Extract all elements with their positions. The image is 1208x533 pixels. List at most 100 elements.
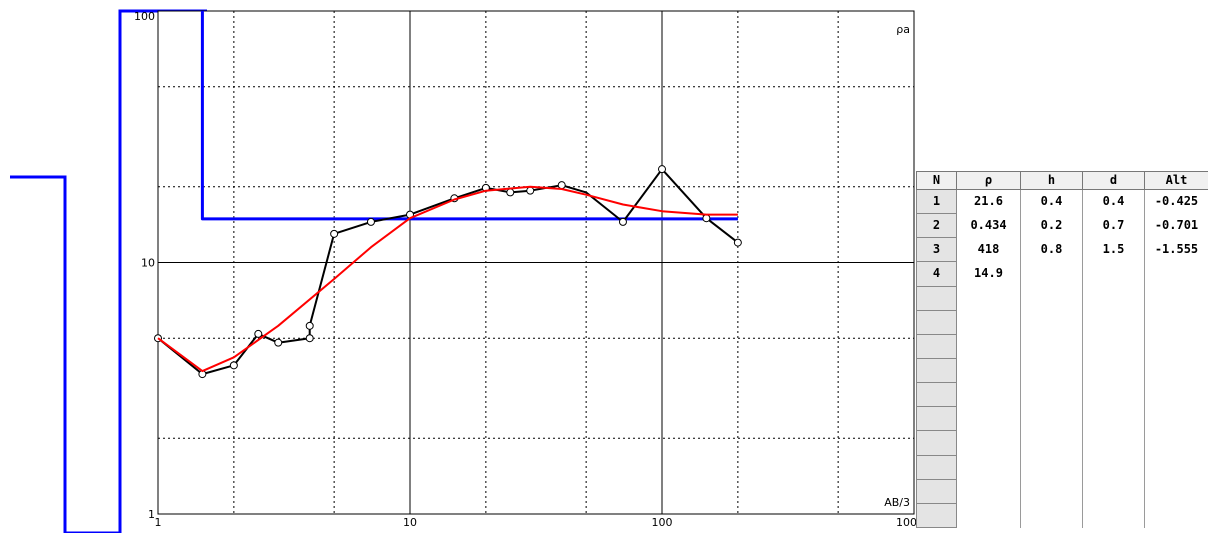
row-number-cell[interactable] xyxy=(916,285,957,311)
row-number-cell[interactable] xyxy=(916,382,957,408)
table-row-empty[interactable] xyxy=(916,309,1208,335)
table-cell[interactable] xyxy=(1082,286,1145,311)
table-row-empty[interactable] xyxy=(916,454,1208,480)
column-header-rho[interactable]: ρ xyxy=(956,171,1021,190)
column-header-d[interactable]: d xyxy=(1082,171,1145,190)
table-cell[interactable] xyxy=(956,479,1021,504)
table-cell[interactable] xyxy=(1082,479,1145,504)
table-cell[interactable] xyxy=(1144,479,1208,504)
column-header-n[interactable]: N xyxy=(916,171,957,190)
column-header-h[interactable]: h xyxy=(1020,171,1083,190)
table-cell[interactable] xyxy=(1144,382,1208,407)
x-tick-label: 10 xyxy=(403,516,417,529)
table-cell[interactable] xyxy=(956,358,1021,383)
row-number-cell[interactable]: 3 xyxy=(916,237,957,263)
observed-series xyxy=(154,165,742,379)
axis-labels: 1 10 100 1000 1 10 100 AB/3 ρa xyxy=(134,10,916,529)
row-number-cell[interactable]: 1 xyxy=(916,188,957,215)
table-row-empty[interactable] xyxy=(916,357,1208,384)
table-cell[interactable] xyxy=(956,334,1021,359)
table-cell[interactable] xyxy=(1020,310,1083,335)
table-row[interactable]: 2 0.434 0.2 0.7 -0.701 xyxy=(916,213,1208,239)
table-cell[interactable] xyxy=(1082,406,1145,431)
table-cell[interactable] xyxy=(956,455,1021,480)
table-cell[interactable] xyxy=(1020,503,1083,528)
row-number-cell[interactable] xyxy=(916,502,957,529)
table-cell[interactable] xyxy=(1144,503,1208,528)
table-cell[interactable] xyxy=(1144,310,1208,335)
table-cell[interactable]: -0.425 xyxy=(1144,189,1208,214)
table-cell[interactable] xyxy=(956,406,1021,431)
row-number-cell[interactable] xyxy=(916,478,957,504)
table-cell[interactable]: 418 xyxy=(956,237,1021,262)
table-cell[interactable] xyxy=(1144,406,1208,431)
row-number-cell[interactable] xyxy=(916,454,957,480)
table-cell[interactable] xyxy=(1020,358,1083,383)
table-cell[interactable]: 1.5 xyxy=(1082,237,1145,262)
row-number-cell[interactable] xyxy=(916,309,957,335)
table-cell[interactable]: 0.7 xyxy=(1082,213,1145,238)
table-cell[interactable] xyxy=(1144,261,1208,287)
table-cell[interactable] xyxy=(1144,358,1208,383)
table-row[interactable]: 3 418 0.8 1.5 -1.555 xyxy=(916,237,1208,263)
table-cell[interactable]: 21.6 xyxy=(956,189,1021,214)
table-cell[interactable] xyxy=(1020,334,1083,359)
data-point xyxy=(366,217,375,226)
x-tick-label: 100 xyxy=(652,516,673,529)
table-row-empty[interactable] xyxy=(916,430,1208,456)
table-cell[interactable] xyxy=(1082,382,1145,407)
table-cell[interactable] xyxy=(1082,455,1145,480)
table-cell[interactable] xyxy=(1020,261,1083,287)
table-cell[interactable] xyxy=(956,382,1021,407)
table-cell[interactable] xyxy=(956,430,1021,456)
data-point xyxy=(557,181,566,190)
table-cell[interactable]: -1.555 xyxy=(1144,237,1208,262)
row-number-cell[interactable] xyxy=(916,406,957,432)
table-cell[interactable] xyxy=(1020,455,1083,480)
table-cell[interactable] xyxy=(1082,430,1145,456)
table-cell[interactable] xyxy=(1144,334,1208,359)
table-row-empty[interactable] xyxy=(916,478,1208,504)
table-cell[interactable]: 0.4 xyxy=(1082,189,1145,214)
table-cell[interactable] xyxy=(1144,286,1208,311)
table-cell[interactable]: 0.2 xyxy=(1020,213,1083,238)
data-point xyxy=(254,329,263,338)
data-point xyxy=(305,334,314,343)
table-cell[interactable] xyxy=(956,310,1021,335)
table-cell[interactable]: 14.9 xyxy=(956,261,1021,287)
row-number-cell[interactable] xyxy=(916,357,957,384)
table-cell[interactable] xyxy=(1082,503,1145,528)
table-cell[interactable] xyxy=(1020,406,1083,431)
table-cell[interactable] xyxy=(1020,479,1083,504)
table-cell[interactable] xyxy=(956,286,1021,311)
table-row-empty[interactable] xyxy=(916,285,1208,311)
table-row[interactable]: 4 14.9 xyxy=(916,261,1208,287)
data-point xyxy=(618,217,627,226)
table-cell[interactable]: 0.4 xyxy=(1020,189,1083,214)
table-cell[interactable]: 0.434 xyxy=(956,213,1021,238)
table-cell[interactable] xyxy=(1144,455,1208,480)
table-cell[interactable] xyxy=(1144,430,1208,456)
table-cell[interactable]: -0.701 xyxy=(1144,213,1208,238)
table-row-empty[interactable] xyxy=(916,333,1208,359)
column-header-alt[interactable]: Alt xyxy=(1144,171,1208,190)
row-number-cell[interactable] xyxy=(916,430,957,456)
table-row-empty[interactable] xyxy=(916,406,1208,432)
table-row[interactable]: 1 21.6 0.4 0.4 -0.425 xyxy=(916,188,1208,215)
table-cell[interactable] xyxy=(1020,382,1083,407)
table-cell[interactable] xyxy=(1082,358,1145,383)
row-number-cell[interactable] xyxy=(916,333,957,359)
table-cell[interactable] xyxy=(1020,286,1083,311)
table-cell[interactable] xyxy=(1082,334,1145,359)
table-row-empty[interactable] xyxy=(916,382,1208,408)
table-cell[interactable]: 0.8 xyxy=(1020,237,1083,262)
table-cell[interactable] xyxy=(956,503,1021,528)
table-cell[interactable] xyxy=(1082,261,1145,287)
table-cell[interactable] xyxy=(1082,310,1145,335)
row-number-cell[interactable]: 2 xyxy=(916,213,957,239)
data-point xyxy=(702,214,711,223)
table-cell[interactable] xyxy=(1020,430,1083,456)
row-number-cell[interactable]: 4 xyxy=(916,261,957,287)
table-row-empty[interactable] xyxy=(916,502,1208,529)
y-tick-label: 1 xyxy=(148,508,155,521)
